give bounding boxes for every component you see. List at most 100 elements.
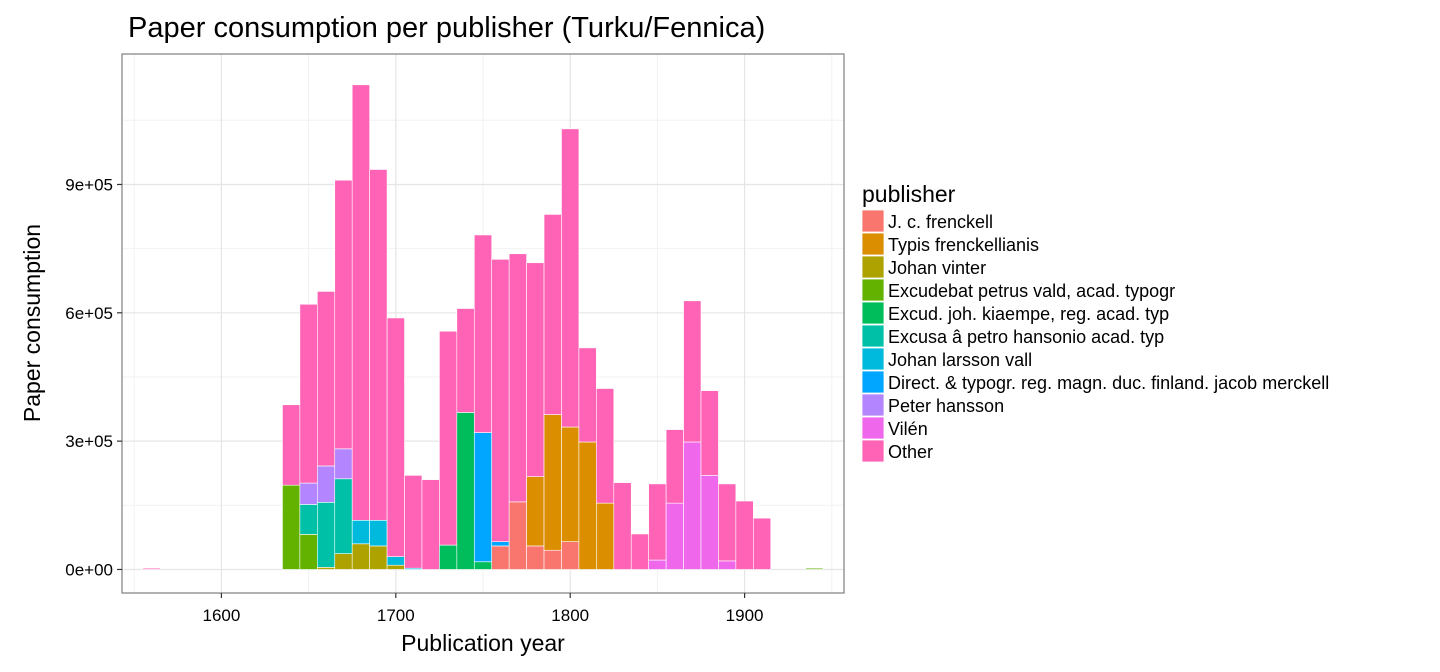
bar-1800 [561,128,580,570]
bar-1940 [805,567,824,570]
bar-segment-typis-frenckellianis [526,476,545,547]
chart-title: Paper consumption per publisher (Turku/F… [128,12,765,44]
bar-1750 [473,234,493,570]
bar-segment-other [421,479,440,570]
bar-1680 [351,84,370,570]
bar-segment-j-c-frenckell [561,541,580,570]
bar-segment-peter-hansson [317,465,336,503]
legend-key [861,370,885,394]
bar-1880 [700,390,719,570]
bar-1700 [386,317,405,570]
x-axis-title: Publication year [401,630,565,656]
bar-segment-other [456,308,475,413]
bar-segment-other [561,128,580,428]
legend-key [861,416,885,440]
bar-segment-vil-n [648,559,667,570]
bar-1740 [456,308,475,570]
bar-segment-other [386,317,405,557]
bar-1870 [683,300,702,570]
bar-segment-typis-frenckellianis [561,426,580,542]
legend-title: publisher [862,181,956,207]
x-tick-label: 1900 [726,606,764,625]
bar-segment-other [683,300,702,443]
y-axis-title: Paper consumption [19,224,45,422]
bar-segment-other [369,169,388,521]
y-tick-label: 9e+05 [65,175,113,194]
bar-segment-excusa-petro-hansonio-acad-typ [334,478,353,554]
y-tick-label: 6e+05 [65,304,113,323]
legend-item-excudebat-petrus-vald-acad-typogr: Excudebat petrus vald, acad. typogr [861,278,1175,302]
y-tick-label: 0e+00 [65,560,113,579]
legend-items: J. c. frenckell Typis frenckellianis Johan… [861,209,1329,463]
legend: publisher J. c. frenckell Typis frenckell… [861,181,1329,463]
bar-segment-johan-larsson-vall [351,519,370,545]
bar-segment-johan-vinter [351,543,370,570]
bar-segment-other [718,483,737,562]
bar-1770 [508,253,527,570]
bar-segment-direct-typogr-reg-magn-duc-finland-jacob-merckell [491,541,510,547]
bar-segment-excusa-petro-hansonio-acad-typ [317,502,336,568]
bar-segment-other [700,390,719,476]
bar-segment-other [753,517,772,570]
bar-1840 [630,533,649,570]
bar-1890 [718,483,737,570]
legend-label: Johan larsson vall [888,350,1032,370]
bar-segment-typis-frenckellianis [596,502,615,570]
legend-key [861,393,885,417]
legend-key [861,255,885,279]
bar-segment-excud-joh-kiaempe-reg-acad-typ [473,561,493,570]
bar-segment-other [648,483,667,561]
bar-1560 [142,567,161,570]
bar-1910 [753,517,772,570]
x-tick-label: 1600 [202,606,240,625]
legend-key [861,301,885,325]
legend-key [861,347,885,371]
legend-label: J. c. frenckell [888,212,993,232]
bar-segment-johan-larsson-vall [386,556,405,566]
bar-segment-other [439,330,458,546]
bar-segment-peter-hansson [334,448,353,480]
bar-segment-other [334,179,353,450]
legend-item-excusa-petro-hansonio-acad-typ: Excusa â petro hansonio acad. typ [861,324,1164,348]
bar-1830 [613,482,632,570]
bar-segment-other [578,347,597,443]
legend-item-johan-larsson-vall: Johan larsson vall [861,347,1032,371]
bar-segment-other [543,214,562,415]
bar-segment-other [630,533,649,570]
bar-segment-other [299,303,318,484]
legend-item-typis-frenckellianis: Typis frenckellianis [861,232,1039,256]
legend-item-johan-vinter: Johan vinter [861,255,986,279]
bar-segment-j-c-frenckell [526,545,545,570]
bar-segment-other [142,567,161,570]
legend-item-excud-joh-kiaempe-reg-acad-typ: Excud. joh. kiaempe, reg. acad. typ [861,301,1169,325]
legend-key [861,278,885,302]
bar-1860 [665,429,684,570]
legend-item-j-c-frenckell: J. c. frenckell [861,209,993,233]
bar-1670 [334,179,353,570]
legend-key [861,232,885,256]
bar-segment-johan-vinter [386,564,405,570]
bars [142,84,824,570]
legend-key [861,439,885,463]
bar-segment-other [526,262,545,477]
bar-segment-direct-typogr-reg-magn-duc-finland-jacob-merckell [473,432,493,563]
bar-segment-excud-joh-kiaempe-reg-acad-typ [439,544,458,570]
bar-segment-johan-vinter [334,553,353,570]
axes: 1600 1700 1800 1900 0e+00 3e+05 6e+05 9e+05 [65,175,763,625]
bar-segment-other [596,388,615,504]
legend-key [861,324,885,348]
bar-1810 [578,347,597,570]
bar-1900 [735,500,754,570]
legend-item-peter-hansson: Peter hansson [861,393,1004,417]
legend-label: Excud. joh. kiaempe, reg. acad. typ [888,304,1169,324]
bar-segment-excudebat-petrus-vald-acad-typogr [805,567,824,570]
bar-segment-johan-vinter [369,545,388,570]
bar-segment-j-c-frenckell [543,549,562,570]
bar-1780 [526,262,545,570]
bar-segment-typis-frenckellianis [578,441,597,570]
legend-label: Peter hansson [888,396,1004,416]
x-tick-label: 1700 [377,606,415,625]
bar-1690 [369,169,388,570]
bar-segment-vil-n [718,560,737,570]
